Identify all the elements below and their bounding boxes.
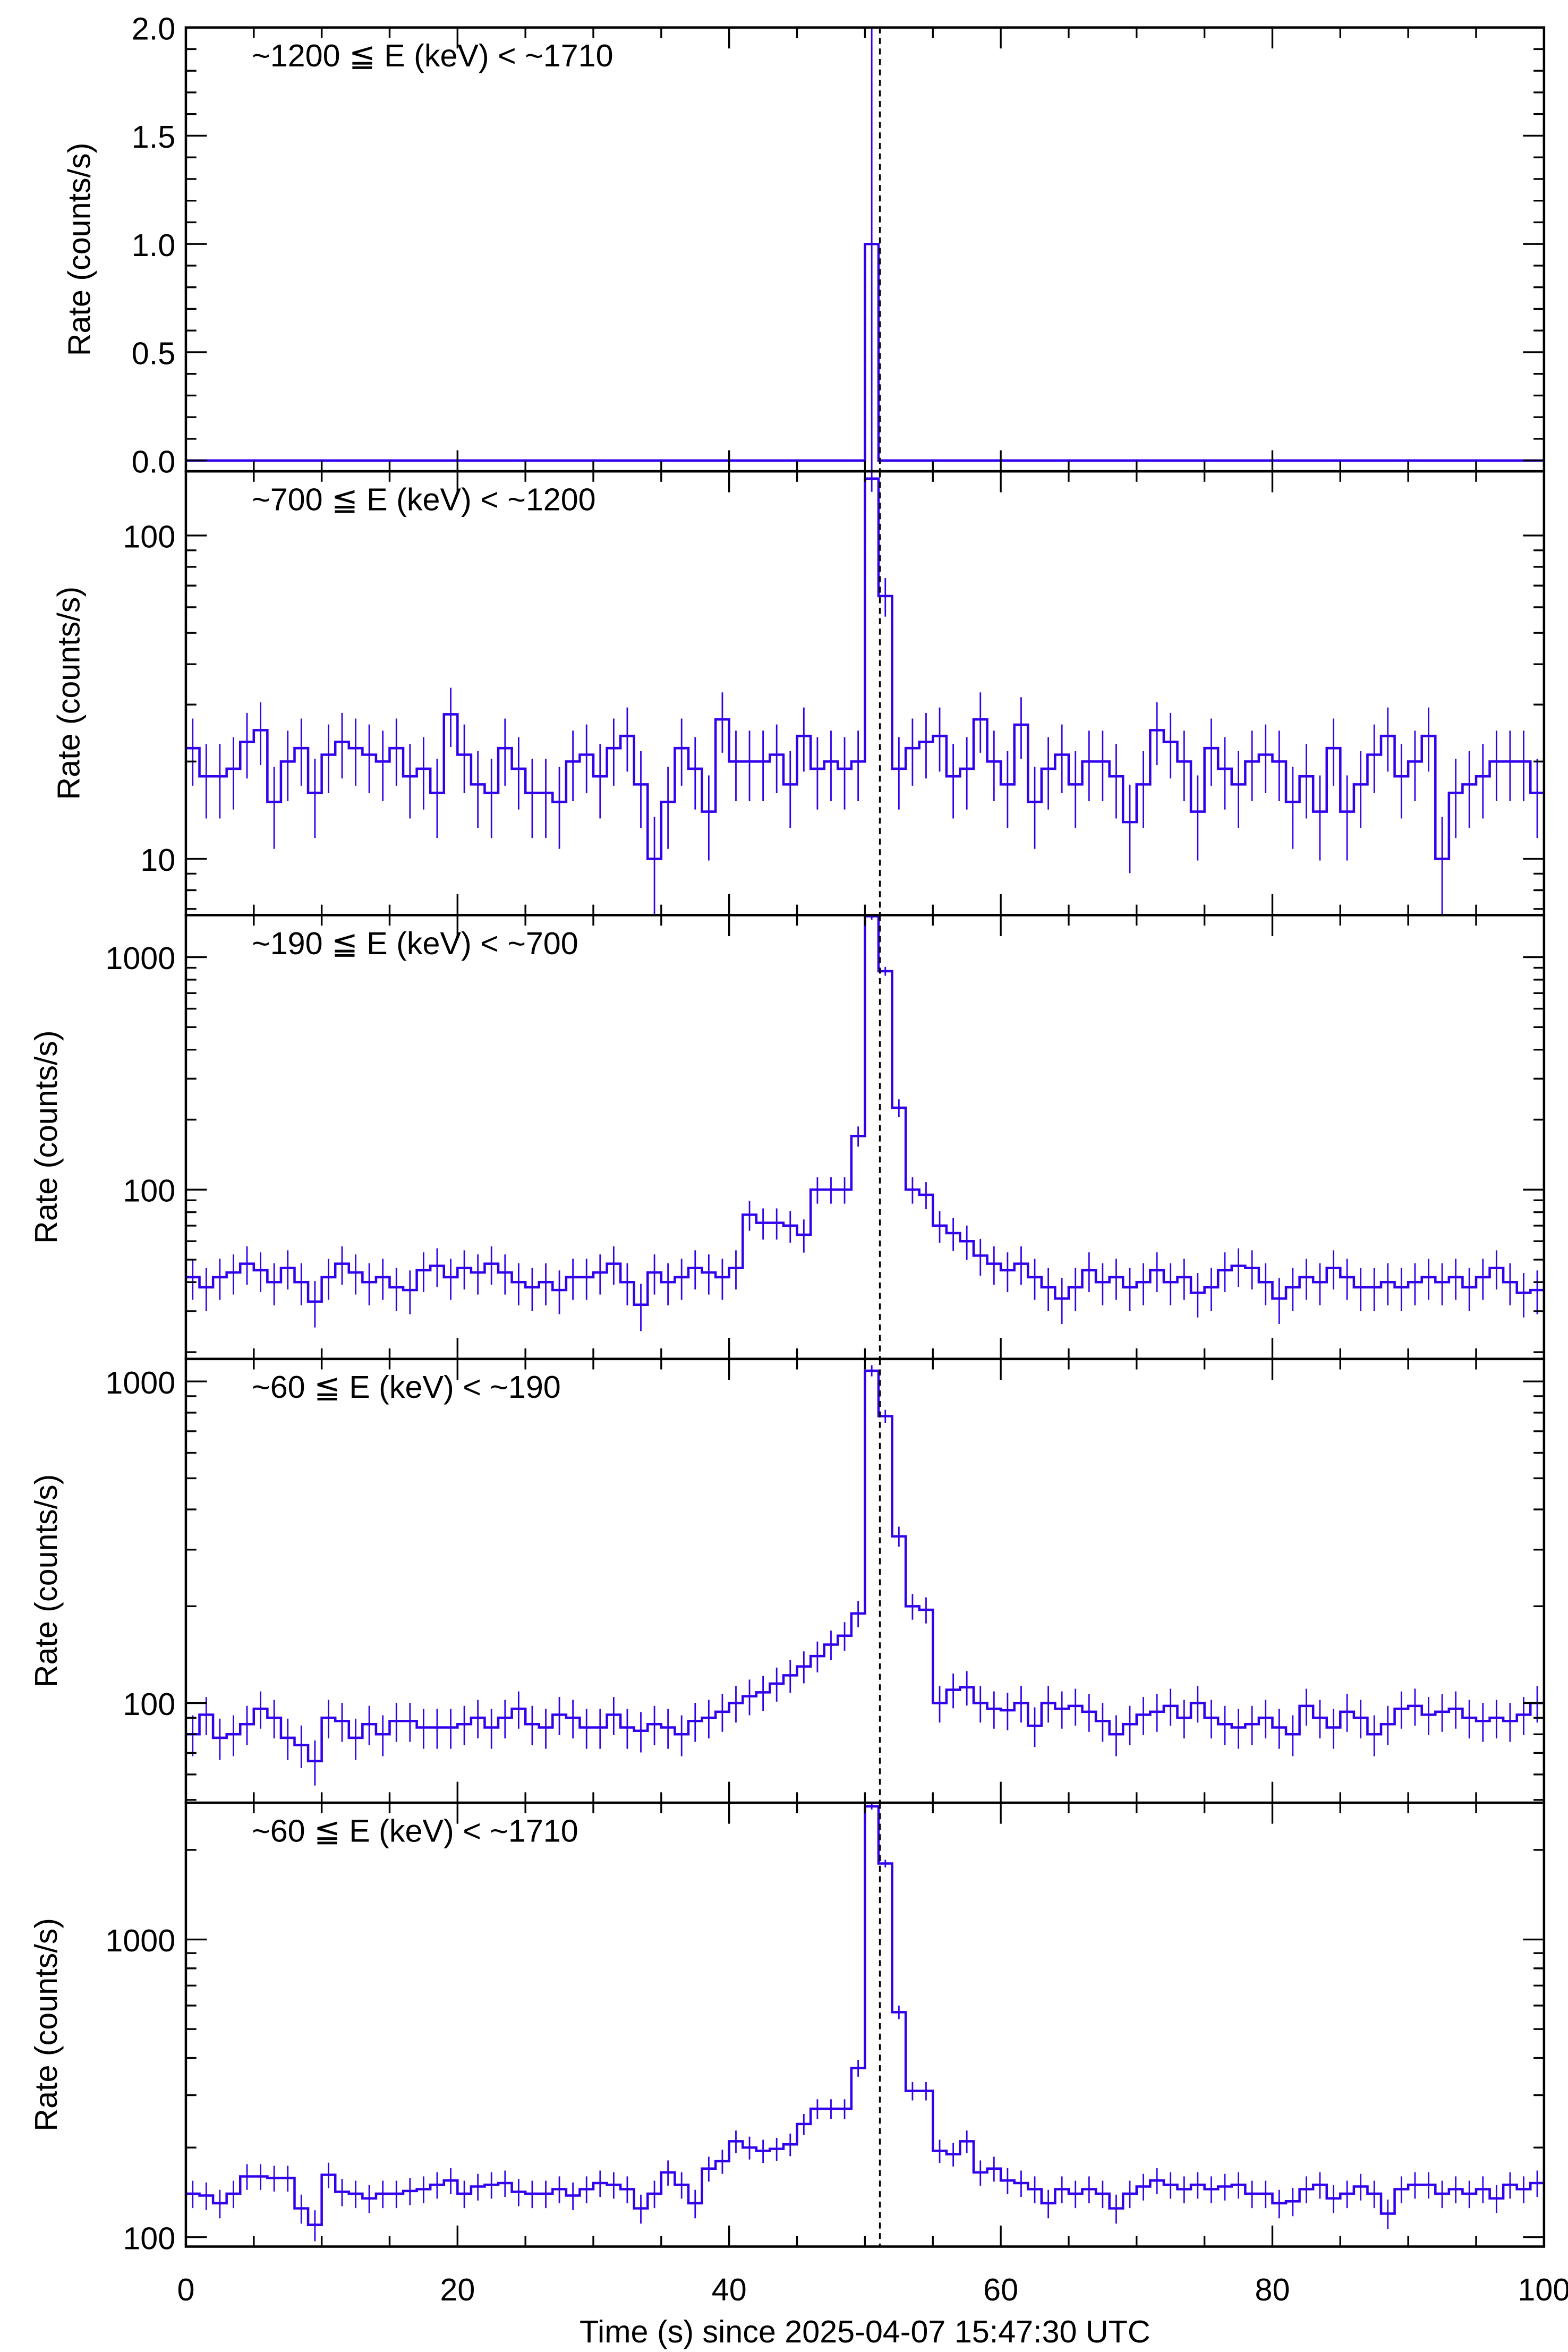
y-tick-label: 1000 [105,1365,175,1400]
y-tick-label: 2.0 [132,11,175,46]
x-tick-label: 20 [440,2272,475,2307]
y-tick-label: 1000 [105,1923,175,1958]
energy-band-label: ~1200 ≦ E (keV) < ~1710 [252,38,613,73]
y-tick-label: 100 [123,2220,175,2256]
data-layer [185,915,1544,1331]
y-tick-label: 10 [140,842,175,878]
panel-2: 10 100 ~700 ≦ E (keV) < ~1200 Rate (counts/… [51,470,1546,916]
x-tick-label: 80 [1255,2272,1290,2307]
energy-band-label: ~190 ≦ E (keV) < ~700 [252,925,578,961]
y-axis-label: Rate (counts/s) [61,143,97,356]
x-tick-label: 40 [712,2272,747,2307]
x-tick-label: 60 [983,2272,1018,2307]
x-tick-labels: 0 20 40 60 80 100 [177,2272,1568,2307]
y-axis-label: Rate (counts/s) [28,1030,64,1244]
x-axis-label: Time (s) since 2025-04-07 15:47:30 UTC [580,2314,1151,2349]
y-tick-label: 100 [123,1686,175,1722]
data-layer [185,27,1544,472]
data-layer [185,471,1544,915]
y-tick-label: 1000 [105,940,175,976]
panel-4: 100 1000 ~60 ≦ E (keV) < ~190 Rate (counts/… [28,1357,1546,1804]
energy-band-label: ~60 ≦ E (keV) < ~190 [252,1369,561,1405]
y-tick-label: 100 [123,1173,175,1209]
energy-band-label: ~700 ≦ E (keV) < ~1200 [252,481,595,517]
data-layer [185,1803,1544,2241]
panel-5: 100 1000 ~60 ≦ E (keV) < ~1710 Rate (counts… [28,1801,1546,2256]
light-curve-step [185,1805,1544,2226]
panel-3: 100 1000 ~190 ≦ E (keV) < ~700 Rate (counts… [28,914,1546,1361]
x-tick-label: 100 [1518,2272,1568,2307]
y-axis-label: Rate (counts/s) [28,1474,64,1688]
x-tick-label: 0 [177,2272,194,2307]
y-tick-label: 0.5 [132,336,175,371]
light-curve-step [185,477,1544,860]
y-tick-label: 100 [123,519,175,555]
light-curve-step [185,242,1544,462]
energy-band-label: ~60 ≦ E (keV) < ~1710 [252,1813,578,1849]
y-tick-label: 1.5 [132,119,175,155]
y-axis-label: Rate (counts/s) [51,587,87,800]
light-curve-step [185,1369,1544,1763]
data-layer [185,1365,1544,1786]
panel-1: 0.0 0.5 1.0 1.5 2.0 ~1200 ≦ E (keV) < ~1710 Ra… [61,11,1546,479]
y-tick-label: 0.0 [132,444,175,479]
panels: 0.0 0.5 1.0 1.5 2.0 ~1200 ≦ E (keV) < ~1710 Ra… [28,11,1546,2256]
y-tick-label: 1.0 [132,227,175,263]
y-axis-label: Rate (counts/s) [28,1918,64,2132]
light-curve-step [185,915,1544,1306]
